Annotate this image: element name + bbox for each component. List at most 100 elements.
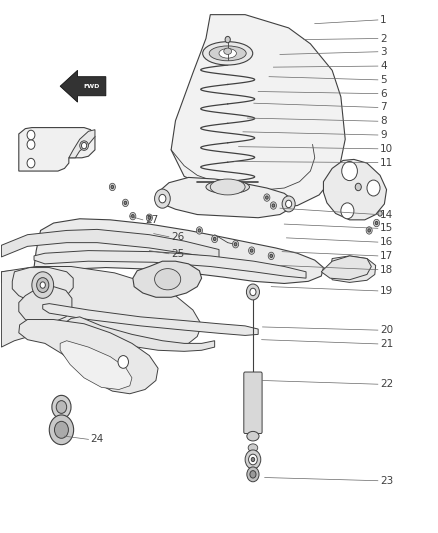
Circle shape [131, 215, 134, 217]
Circle shape [268, 252, 274, 260]
Circle shape [245, 450, 261, 469]
Text: 17: 17 [380, 251, 393, 261]
Circle shape [81, 142, 87, 149]
Text: 10: 10 [380, 144, 393, 154]
Polygon shape [19, 127, 95, 171]
Polygon shape [323, 159, 387, 220]
Text: 11: 11 [380, 158, 393, 167]
Polygon shape [66, 317, 215, 351]
Text: 15: 15 [380, 223, 393, 233]
Polygon shape [1, 266, 67, 282]
Circle shape [342, 161, 357, 181]
Circle shape [265, 196, 268, 199]
Circle shape [198, 229, 201, 232]
Text: 19: 19 [380, 286, 393, 296]
Circle shape [247, 284, 259, 300]
Text: 3: 3 [380, 47, 387, 56]
Text: 18: 18 [380, 265, 393, 274]
Circle shape [213, 237, 216, 240]
Circle shape [49, 415, 74, 445]
Circle shape [234, 243, 237, 246]
Circle shape [27, 140, 35, 149]
Circle shape [37, 278, 49, 293]
Circle shape [212, 235, 218, 243]
Circle shape [286, 200, 292, 208]
Circle shape [375, 221, 378, 224]
Text: 22: 22 [380, 379, 393, 389]
Text: 5: 5 [380, 75, 387, 85]
Text: 27: 27 [145, 215, 158, 225]
Circle shape [148, 216, 151, 219]
Polygon shape [60, 70, 106, 102]
Polygon shape [171, 14, 345, 208]
Circle shape [272, 204, 275, 207]
Polygon shape [321, 256, 371, 280]
Circle shape [249, 247, 254, 254]
Circle shape [27, 130, 35, 140]
Text: 8: 8 [380, 116, 387, 126]
Polygon shape [34, 219, 323, 284]
Text: 4: 4 [380, 61, 387, 71]
Ellipse shape [80, 141, 88, 150]
Circle shape [366, 227, 372, 234]
Text: 14: 14 [380, 209, 393, 220]
Circle shape [110, 183, 116, 191]
Ellipse shape [247, 431, 259, 441]
Circle shape [111, 185, 114, 189]
Polygon shape [43, 304, 258, 335]
Text: 23: 23 [380, 476, 393, 486]
Text: 6: 6 [380, 88, 387, 99]
Text: 1: 1 [380, 15, 387, 25]
Polygon shape [19, 287, 72, 324]
Circle shape [233, 240, 239, 248]
Circle shape [270, 202, 276, 209]
Text: 9: 9 [380, 130, 387, 140]
Circle shape [146, 214, 152, 221]
Circle shape [54, 421, 68, 438]
Ellipse shape [219, 49, 237, 58]
Polygon shape [69, 130, 95, 158]
Circle shape [32, 272, 53, 298]
Circle shape [264, 194, 270, 201]
Ellipse shape [210, 179, 245, 195]
Circle shape [249, 454, 257, 465]
Circle shape [341, 203, 354, 219]
Ellipse shape [248, 444, 258, 452]
Ellipse shape [209, 46, 246, 61]
Circle shape [378, 211, 382, 216]
Text: 20: 20 [380, 325, 393, 335]
Ellipse shape [155, 269, 181, 290]
Polygon shape [133, 261, 201, 297]
Polygon shape [1, 266, 201, 347]
Circle shape [250, 288, 256, 296]
Circle shape [159, 195, 166, 203]
Circle shape [52, 395, 71, 419]
Circle shape [196, 227, 202, 234]
Polygon shape [1, 229, 219, 259]
Circle shape [355, 183, 361, 191]
Text: 21: 21 [380, 339, 393, 349]
Polygon shape [330, 256, 376, 282]
Circle shape [374, 219, 380, 227]
Polygon shape [60, 341, 132, 390]
Circle shape [225, 36, 230, 43]
Text: 2: 2 [380, 34, 387, 44]
Circle shape [251, 457, 254, 462]
Circle shape [40, 282, 46, 288]
Circle shape [251, 249, 253, 252]
FancyBboxPatch shape [244, 372, 262, 433]
Circle shape [118, 356, 128, 368]
Ellipse shape [224, 48, 232, 54]
Text: 24: 24 [91, 434, 104, 445]
Circle shape [247, 467, 259, 482]
Circle shape [124, 201, 127, 205]
Circle shape [56, 401, 67, 414]
Circle shape [368, 229, 371, 232]
Polygon shape [19, 319, 158, 394]
Circle shape [130, 213, 136, 220]
Polygon shape [12, 268, 73, 304]
Circle shape [122, 199, 128, 207]
Circle shape [27, 158, 35, 168]
Circle shape [367, 180, 380, 196]
Circle shape [155, 189, 170, 208]
